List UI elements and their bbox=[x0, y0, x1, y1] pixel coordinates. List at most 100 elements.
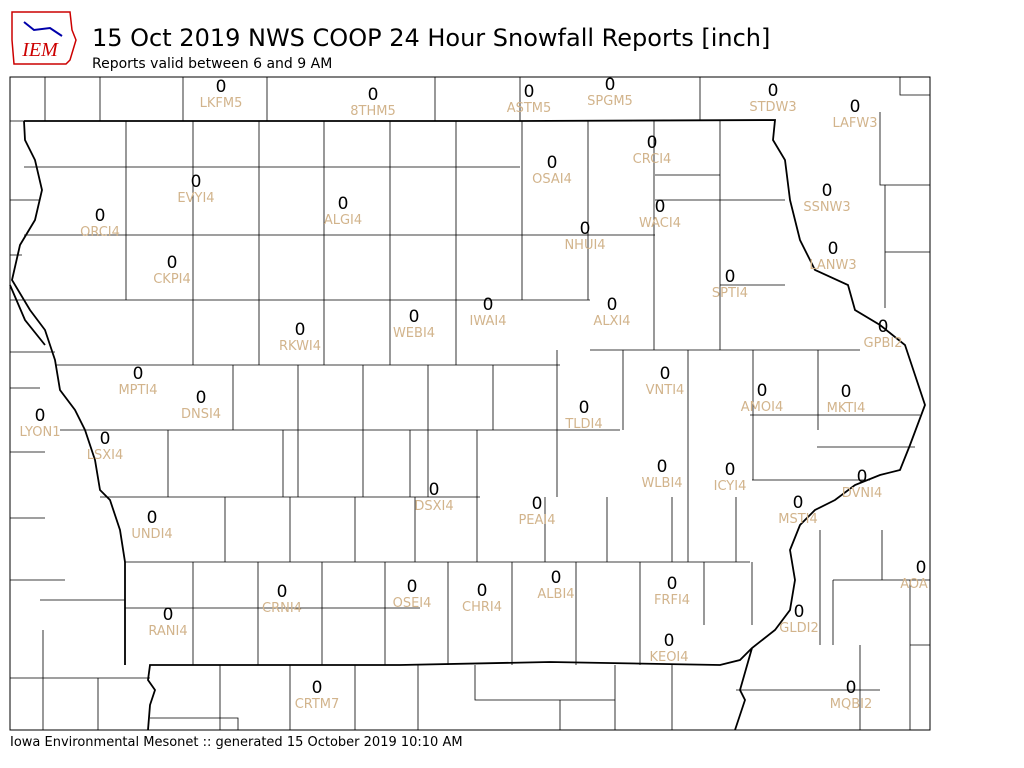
station-value: 0 bbox=[295, 320, 306, 340]
station-value: 0 bbox=[147, 508, 158, 528]
station-id: OSEI4 bbox=[393, 596, 432, 611]
station-id: IWAI4 bbox=[470, 314, 507, 329]
station-id: UNDI4 bbox=[131, 527, 172, 542]
station-id: ICYI4 bbox=[714, 479, 747, 494]
station-id: PEAI4 bbox=[518, 513, 555, 528]
station-value: 0 bbox=[477, 581, 488, 601]
station-value: 0 bbox=[547, 153, 558, 173]
station-id: MSTI4 bbox=[778, 512, 818, 527]
station-value: 0 bbox=[95, 206, 106, 226]
station-value: 0 bbox=[794, 602, 805, 622]
station-id: ORCI4 bbox=[80, 225, 120, 240]
station-value: 0 bbox=[647, 133, 658, 153]
station-id: ALXI4 bbox=[593, 314, 630, 329]
station-id: CRTM7 bbox=[295, 697, 340, 712]
station-value: 0 bbox=[429, 480, 440, 500]
station-id: OSAI4 bbox=[532, 172, 572, 187]
station-value: 0 bbox=[841, 382, 852, 402]
station-value: 0 bbox=[338, 194, 349, 214]
station-id: LYON1 bbox=[20, 425, 61, 440]
map bbox=[9, 76, 931, 731]
station-id: AMOI4 bbox=[741, 400, 783, 415]
logo: IEM bbox=[11, 11, 77, 65]
station-value: 0 bbox=[100, 429, 111, 449]
title: 15 Oct 2019 NWS COOP 24 Hour Snowfall Re… bbox=[92, 24, 770, 52]
station-id: MPTI4 bbox=[118, 383, 157, 398]
station-id: CHRI4 bbox=[462, 600, 502, 615]
station-id: VNTI4 bbox=[646, 383, 685, 398]
station-value: 0 bbox=[846, 678, 857, 698]
station-value: 0 bbox=[407, 577, 418, 597]
station-id: ALBI4 bbox=[537, 587, 574, 602]
station-id: LANW3 bbox=[809, 258, 856, 273]
station-value: 0 bbox=[579, 398, 590, 418]
station-value: 0 bbox=[191, 172, 202, 192]
subtitle: Reports valid between 6 and 9 AM bbox=[92, 56, 332, 72]
station-id: CKPI4 bbox=[153, 272, 191, 287]
station-value: 0 bbox=[483, 295, 494, 315]
station-value: 0 bbox=[660, 364, 671, 384]
station-value: 0 bbox=[133, 364, 144, 384]
station-id: RKWI4 bbox=[279, 339, 321, 354]
station-id: 8THM5 bbox=[350, 104, 395, 119]
station-value: 0 bbox=[409, 307, 420, 327]
station-id: DVNI4 bbox=[842, 486, 883, 501]
station-id: STDW3 bbox=[749, 100, 796, 115]
station-value: 0 bbox=[524, 82, 535, 102]
station-id: ASTM5 bbox=[507, 101, 552, 116]
station-value: 0 bbox=[822, 181, 833, 201]
station-id: WEBI4 bbox=[393, 326, 435, 341]
station-id: RANI4 bbox=[148, 624, 187, 639]
station-value: 0 bbox=[657, 457, 668, 477]
logo-text: IEM bbox=[21, 39, 59, 61]
station-value: 0 bbox=[793, 493, 804, 513]
station-value: 0 bbox=[196, 388, 207, 408]
station-id: SSNW3 bbox=[803, 200, 850, 215]
station-id: ALGI4 bbox=[324, 213, 362, 228]
station-value: 0 bbox=[828, 239, 839, 259]
station-id: SPGM5 bbox=[587, 94, 633, 109]
station-value: 0 bbox=[878, 317, 889, 337]
station-id: GPBI2 bbox=[864, 336, 903, 351]
station-id: MQBI2 bbox=[830, 697, 872, 712]
footer: Iowa Environmental Mesonet :: generated … bbox=[10, 735, 463, 750]
station-value: 0 bbox=[532, 494, 543, 514]
station-id: WLBI4 bbox=[641, 476, 682, 491]
station-value: 0 bbox=[163, 605, 174, 625]
station-id: LSXI4 bbox=[87, 448, 124, 463]
station-id: EVYI4 bbox=[177, 191, 214, 206]
station-id: DNSI4 bbox=[181, 407, 221, 422]
station-id: CRNI4 bbox=[262, 601, 302, 616]
station-value: 0 bbox=[277, 582, 288, 602]
station-id: FRFI4 bbox=[654, 593, 690, 608]
station-value: 0 bbox=[580, 219, 591, 239]
station-id: NHUI4 bbox=[564, 238, 605, 253]
station-id: LKFM5 bbox=[200, 96, 243, 111]
station-value: 0 bbox=[605, 75, 616, 95]
station-value: 0 bbox=[35, 406, 46, 426]
station-value: 0 bbox=[368, 85, 379, 105]
station-value: 0 bbox=[857, 467, 868, 487]
station-value: 0 bbox=[216, 77, 227, 97]
station-value: 0 bbox=[725, 267, 736, 287]
station-id: SPTI4 bbox=[712, 286, 748, 301]
station-value: 0 bbox=[664, 631, 675, 651]
station-value: 0 bbox=[757, 381, 768, 401]
station-id: KEOI4 bbox=[649, 650, 688, 665]
station-value: 0 bbox=[312, 678, 323, 698]
station-id: MKTI4 bbox=[827, 401, 866, 416]
station-id: GLDI2 bbox=[779, 621, 818, 636]
station-id: LAFW3 bbox=[832, 116, 877, 131]
station-value: 0 bbox=[667, 574, 678, 594]
station-value: 0 bbox=[655, 197, 666, 217]
station-value: 0 bbox=[551, 568, 562, 588]
station-value: 0 bbox=[768, 81, 779, 101]
station-value: 0 bbox=[850, 97, 861, 117]
station-id: AOA bbox=[900, 577, 928, 592]
station-value: 0 bbox=[725, 460, 736, 480]
station-id: TLDI4 bbox=[564, 417, 602, 432]
station-value: 0 bbox=[607, 295, 618, 315]
station-id: WACI4 bbox=[639, 216, 681, 231]
station-id: DSXI4 bbox=[414, 499, 453, 514]
